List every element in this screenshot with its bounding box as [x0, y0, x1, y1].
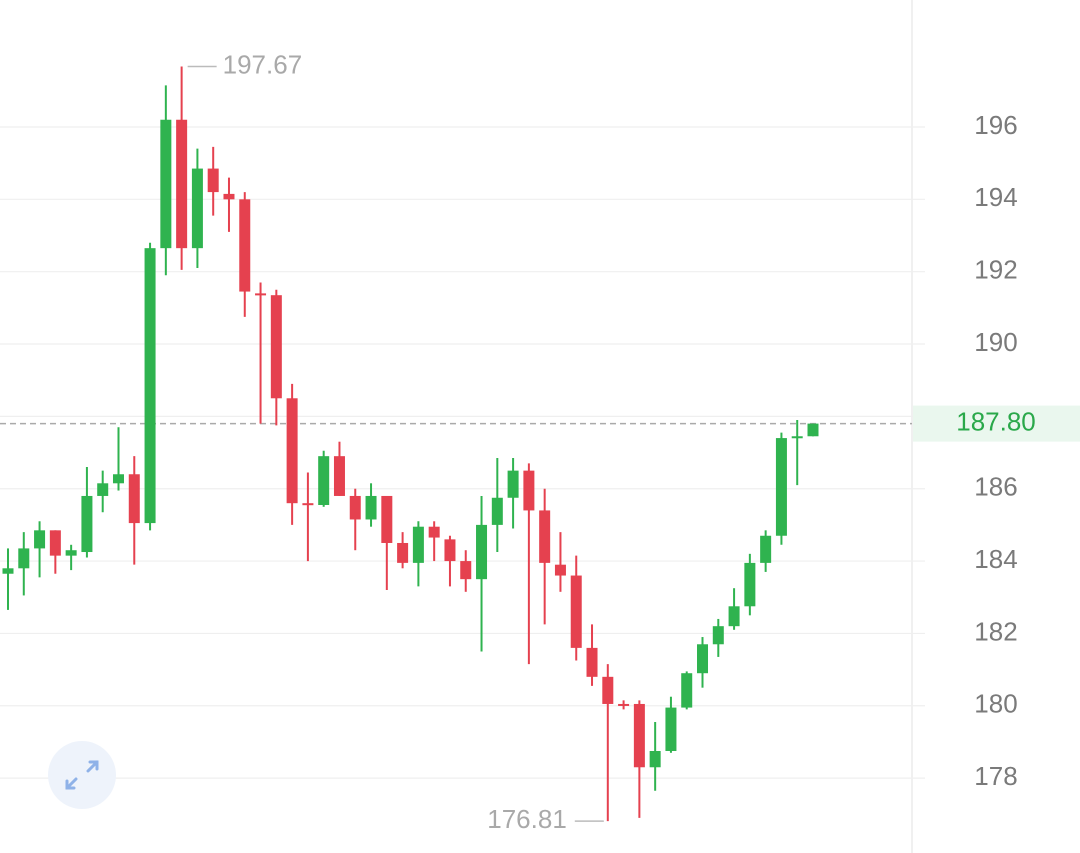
candle-body [775, 438, 787, 536]
candle-body [49, 530, 61, 556]
candle-body [728, 606, 740, 627]
candle-body [460, 561, 472, 580]
candle-body [255, 293, 267, 296]
candle-body [223, 193, 235, 200]
candle-body [476, 524, 488, 580]
candle-body [318, 456, 330, 505]
candle-body [2, 568, 14, 574]
candle-body [539, 510, 551, 563]
candle-body [712, 626, 724, 645]
y-tick-label: 180 [974, 689, 1017, 719]
y-tick-label: 178 [974, 761, 1017, 791]
candle-body [807, 423, 819, 437]
candle-body [412, 526, 424, 563]
candle-body [176, 119, 188, 249]
y-tick-label: 192 [974, 255, 1017, 285]
candle-body [760, 535, 772, 563]
candle-body [618, 703, 630, 706]
candle-body [191, 168, 203, 249]
candle-body [381, 495, 393, 543]
candle-body [112, 474, 124, 484]
last-price-label: 187.80 [956, 406, 1036, 436]
candle-body [18, 548, 30, 569]
candle-body [665, 707, 677, 751]
high-label: 197.67 [223, 49, 303, 79]
candle-body [586, 647, 598, 677]
candle-body [207, 168, 219, 193]
candle-body [397, 542, 409, 563]
candle-body [97, 483, 109, 496]
candle-body [523, 470, 535, 511]
candle-body [507, 470, 519, 498]
candle-body [65, 550, 77, 556]
y-tick-label: 184 [974, 544, 1017, 574]
y-tick-label: 190 [974, 327, 1017, 357]
candle-body [144, 248, 156, 524]
candle-body [633, 703, 645, 768]
candle-body [791, 436, 803, 439]
y-tick-label: 196 [974, 110, 1017, 140]
y-tick-label: 194 [974, 182, 1017, 212]
expand-icon[interactable] [65, 760, 99, 790]
last-price-box [913, 405, 1080, 442]
candle-body [744, 562, 756, 607]
candle-body [302, 503, 314, 506]
candle-body [602, 676, 614, 704]
candle-body [697, 644, 709, 674]
candle-body [34, 530, 46, 549]
candle-body [128, 474, 140, 524]
candle-body [570, 575, 582, 648]
candle-body [270, 295, 282, 399]
candle-body [649, 750, 661, 768]
candle-body [333, 456, 345, 496]
y-tick-label: 186 [974, 472, 1017, 502]
candle-body [349, 495, 361, 520]
candle-body [81, 495, 93, 553]
expand-button[interactable] [48, 741, 116, 809]
candle-body [365, 495, 377, 520]
low-label: 176.81 [487, 804, 567, 834]
expand-circle[interactable] [48, 741, 116, 809]
candle-body [444, 539, 456, 562]
candle-body [681, 673, 693, 708]
candle-body [428, 526, 440, 538]
candle-body [286, 398, 298, 504]
candle-body [491, 497, 503, 525]
y-tick-label: 182 [974, 616, 1017, 646]
candle-body [554, 564, 566, 576]
candle-body [239, 199, 251, 292]
candle-body [160, 119, 172, 249]
